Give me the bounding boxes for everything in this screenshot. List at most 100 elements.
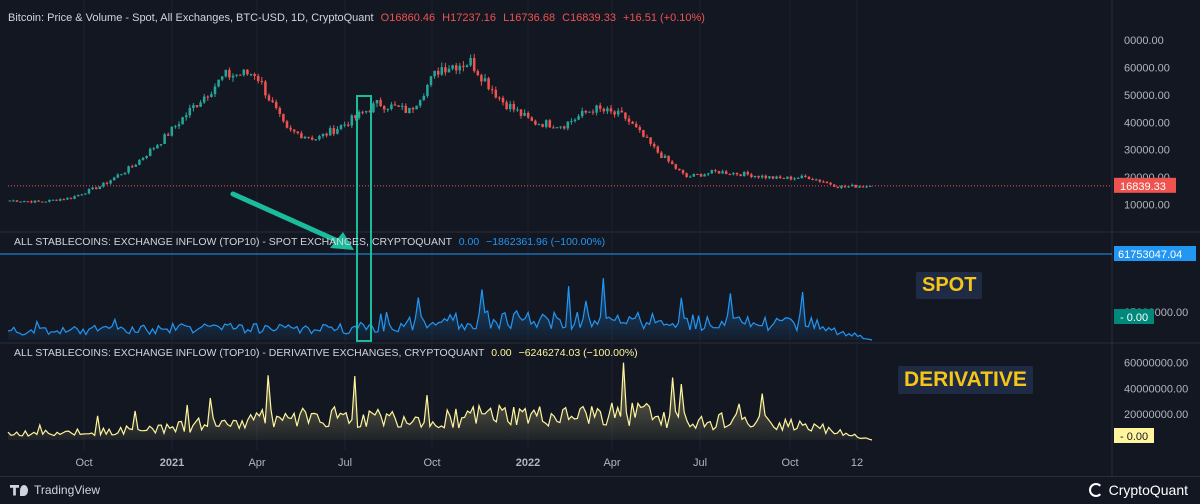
candle-62 — [231, 75, 235, 78]
spot-marker-value: 61753047.04 — [1118, 249, 1182, 261]
candle-109 — [400, 105, 404, 107]
candle-219 — [796, 177, 800, 179]
candle-152 — [555, 127, 559, 129]
candle-181 — [660, 152, 663, 158]
cryptoquant-logo[interactable]: CryptoQuant — [1088, 482, 1188, 498]
candle-239 — [868, 185, 872, 187]
price-legend: Bitcoin: Price & Volume - Spot, All Exch… — [8, 12, 705, 24]
candle-137 — [501, 98, 505, 103]
candle-161 — [588, 111, 591, 113]
candle-19 — [76, 194, 80, 197]
candle-4 — [22, 201, 26, 203]
candle-95 — [350, 115, 354, 126]
candle-52 — [195, 105, 199, 107]
candle-153 — [559, 126, 562, 128]
candle-70 — [260, 80, 264, 82]
price-axis: 0000.00 60000.00 50000.00 40000.00 30000.00 2… — [0, 35, 1196, 443]
candle-146 — [534, 120, 537, 125]
candle-34 — [130, 166, 134, 168]
candle-10 — [44, 201, 48, 203]
candle-47 — [177, 124, 181, 127]
spot-last-badge — [1114, 309, 1154, 324]
candle-193 — [703, 174, 706, 177]
candle-168 — [613, 111, 616, 115]
price-tick-0: 0000.00 — [1124, 35, 1164, 47]
candle-126 — [462, 65, 465, 67]
candle-196 — [714, 170, 717, 172]
candle-192 — [699, 174, 703, 177]
series-line-1 — [7, 278, 873, 341]
candle-39 — [148, 148, 152, 156]
time-tick-3: Jul — [338, 457, 352, 469]
candle-171 — [624, 112, 627, 119]
candle-98 — [361, 111, 364, 113]
candle-221 — [804, 175, 807, 177]
time-tick-1: 2021 — [160, 457, 184, 469]
candle-164 — [598, 105, 602, 109]
candle-21 — [84, 193, 87, 195]
series-area-1 — [8, 278, 872, 340]
candle-170 — [620, 110, 624, 113]
time-tick-0: Oct — [75, 457, 92, 469]
candle-189 — [688, 176, 692, 178]
chart-canvas[interactable]: 0000.00 60000.00 50000.00 40000.00 30000.00 2… — [0, 0, 1200, 476]
candle-18 — [73, 196, 76, 199]
candle-71 — [264, 81, 267, 96]
candle-13 — [55, 199, 58, 201]
tradingview-logo[interactable]: TradingView — [10, 483, 100, 497]
ohlc-high: H17237.16 — [442, 12, 496, 24]
spot-last-value: - 0.00 — [1120, 312, 1148, 324]
candle-163 — [595, 105, 598, 113]
candle-129 — [472, 58, 476, 72]
candle-30 — [116, 174, 120, 178]
candle-87 — [321, 133, 325, 137]
candle-175 — [638, 127, 642, 131]
candle-64 — [238, 74, 242, 76]
derivative-legend-value: 0.00 — [491, 347, 512, 359]
candle-121 — [444, 67, 447, 73]
candle-194 — [706, 173, 710, 175]
candle-238 — [865, 186, 868, 188]
candle-110 — [404, 105, 408, 114]
candle-76 — [282, 113, 285, 122]
candle-36 — [138, 159, 141, 165]
price-tick-2: 50000.00 — [1124, 90, 1170, 102]
candle-100 — [368, 111, 372, 113]
candle-200 — [728, 174, 732, 176]
candle-234 — [850, 184, 854, 187]
candle-131 — [480, 75, 483, 82]
candle-154 — [562, 126, 566, 129]
candle-6 — [30, 201, 33, 203]
candle-140 — [512, 104, 516, 110]
candle-57 — [213, 86, 217, 95]
candle-197 — [717, 171, 721, 174]
candle-38 — [145, 155, 148, 159]
candle-79 — [292, 129, 296, 132]
candle-225 — [818, 179, 822, 182]
spot-legend-title: ALL STABLECOINS: EXCHANGE INFLOW (TOP10)… — [14, 236, 452, 248]
candle-65 — [242, 69, 246, 76]
candle-130 — [476, 71, 480, 76]
candle-45 — [170, 126, 174, 136]
time-tick-8: Oct — [781, 457, 798, 469]
candle-145 — [530, 117, 534, 121]
candle-160 — [584, 110, 588, 113]
candle-89 — [328, 128, 332, 136]
candle-51 — [192, 105, 195, 108]
candle-27 — [105, 182, 109, 184]
derivative-label: DERIVATIVE — [898, 366, 1033, 394]
candle-148 — [541, 124, 544, 127]
candle-1 — [12, 200, 15, 202]
candle-228 — [829, 182, 832, 185]
candle-60 — [224, 69, 228, 77]
candle-7 — [33, 200, 37, 203]
candle-138 — [505, 102, 508, 110]
candle-198 — [721, 171, 724, 174]
last-price-badge — [1114, 177, 1176, 193]
candle-53 — [199, 102, 202, 107]
spot-legend: ALL STABLECOINS: EXCHANGE INFLOW (TOP10)… — [14, 236, 605, 248]
candle-85 — [314, 139, 318, 141]
candle-41 — [156, 145, 159, 149]
candle-107 — [393, 104, 397, 106]
candle-42 — [159, 143, 163, 146]
